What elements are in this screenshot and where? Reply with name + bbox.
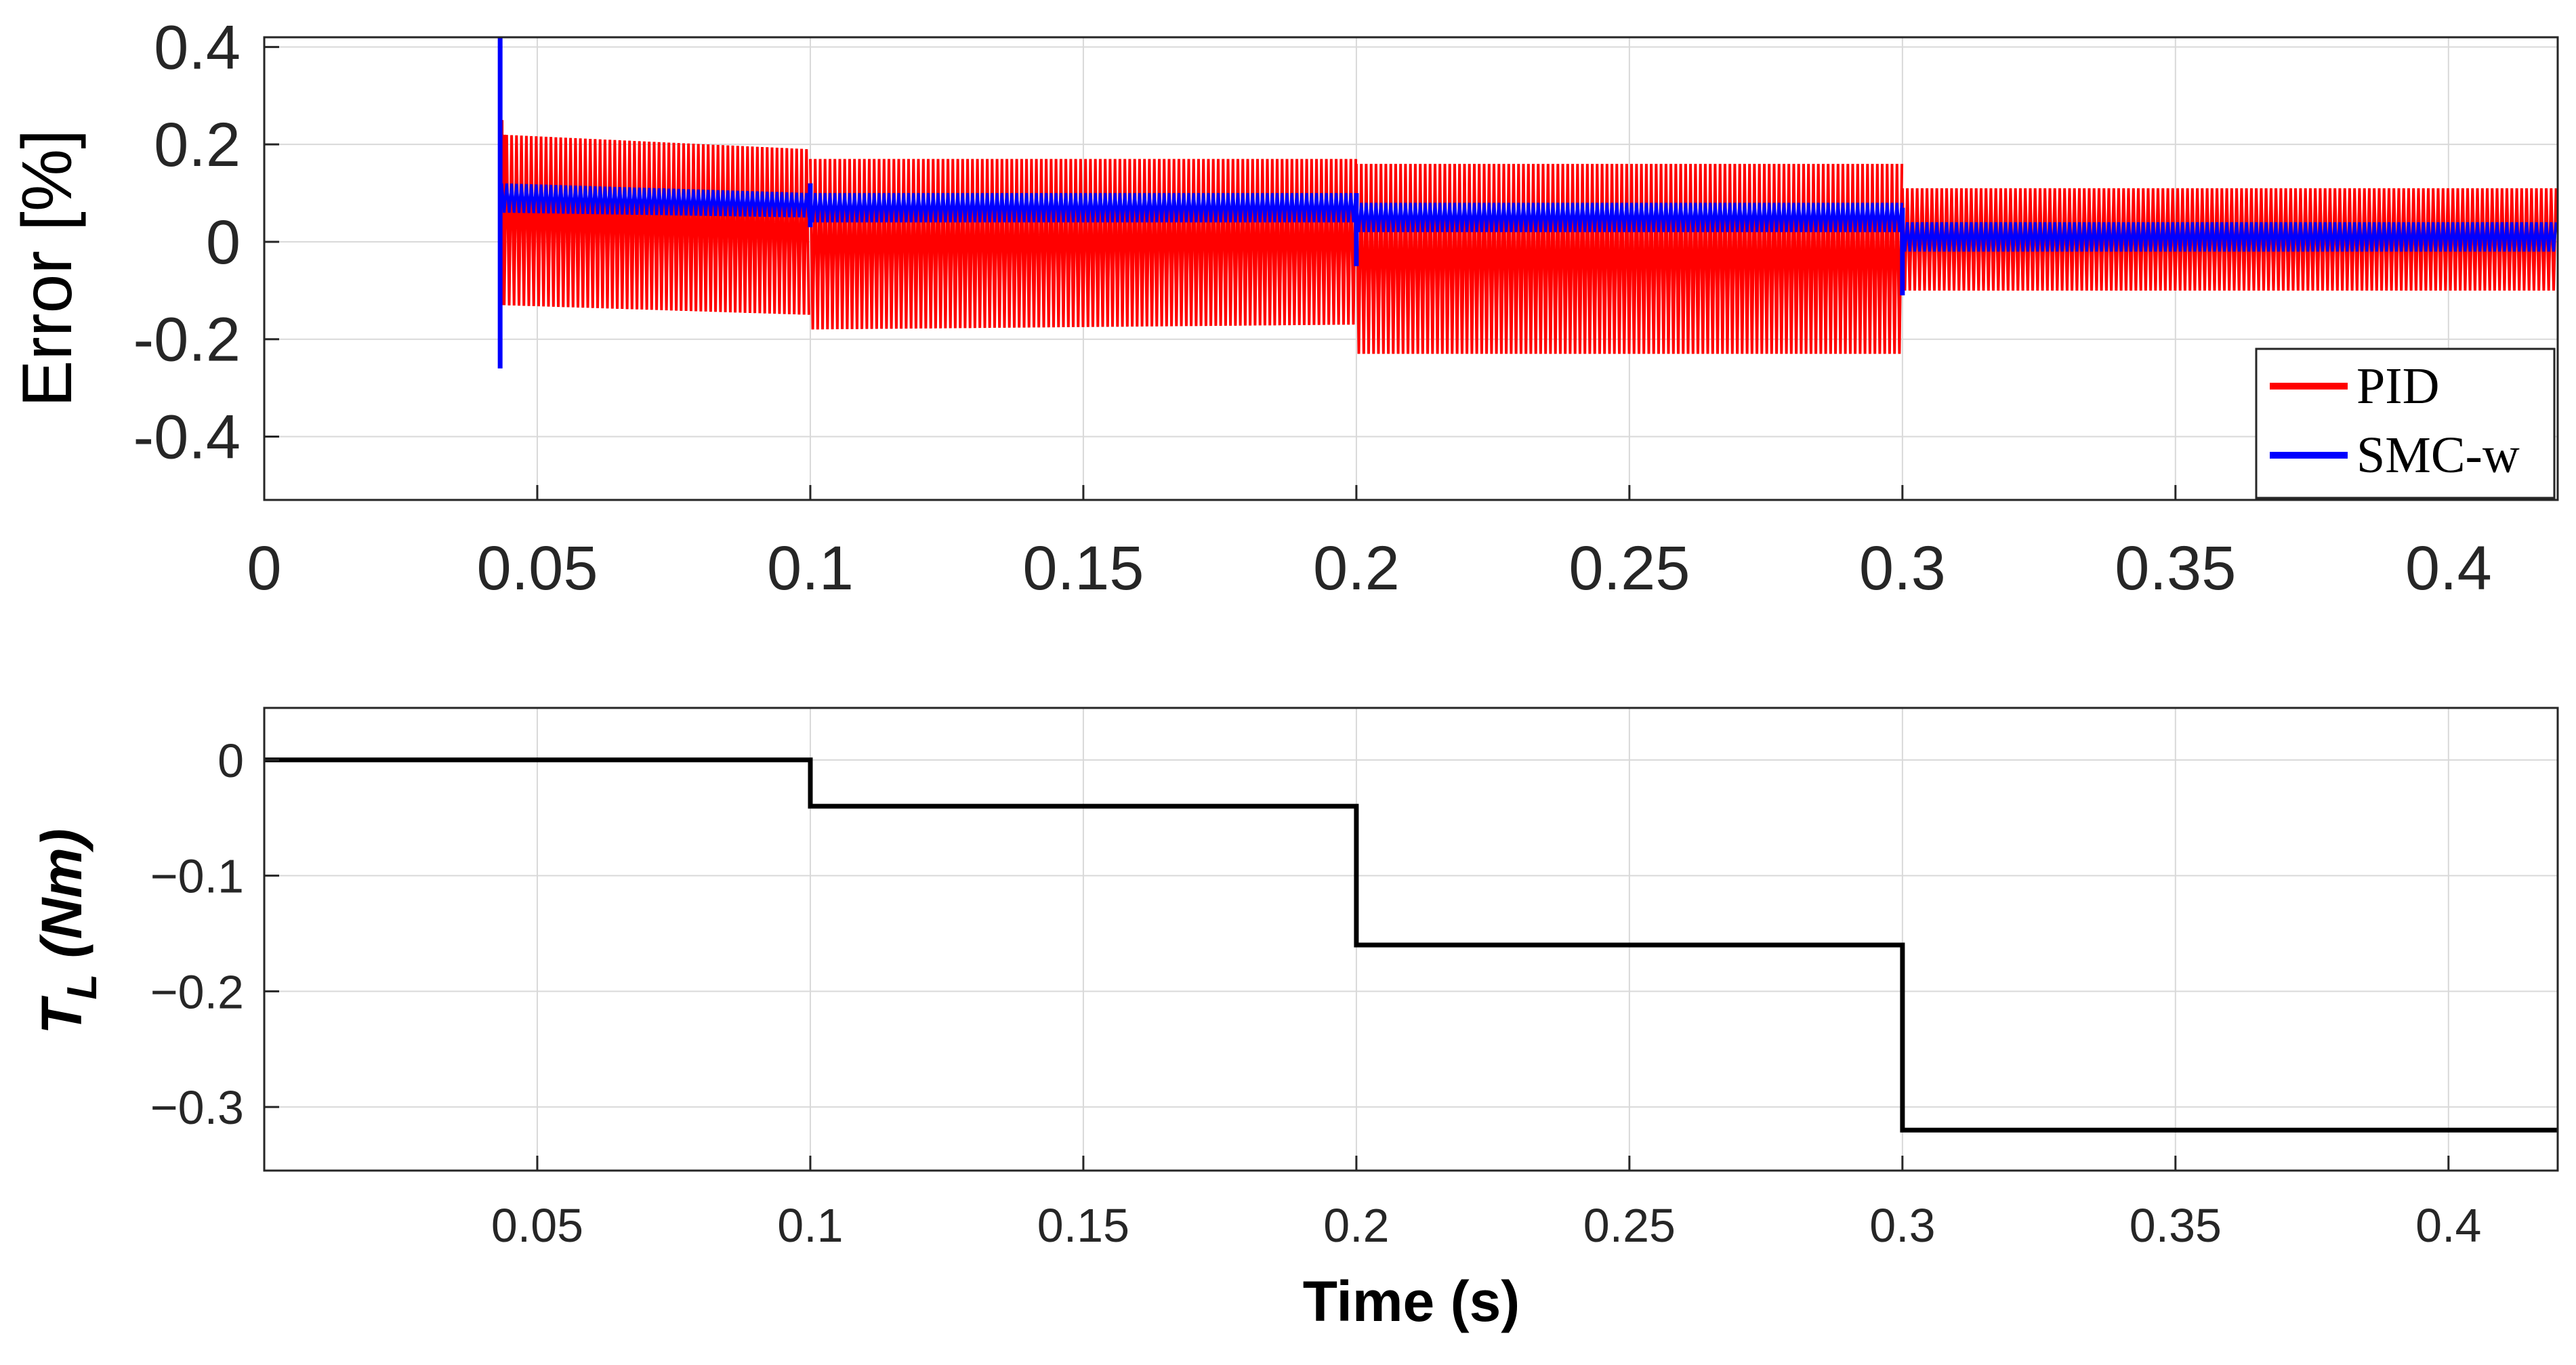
torque-line [264,757,2558,1133]
torque-series [264,757,2558,1133]
torque-plot-border [263,707,2559,1172]
torque-y-tick-label: −0.3 [150,1081,244,1134]
legend-pid-label: PID [2356,358,2439,415]
smc-w-line-segment [1900,222,2558,252]
error-y-tick-label: 0.4 [154,13,241,82]
error-plot-x-ticks: 0 0.05 0.1 0.15 0.2 0.25 0.3 0.35 0.4 [247,485,2492,603]
error-plot-border [263,36,2559,501]
error-x-tick-label: 0.4 [2405,534,2492,603]
smc-w-series [497,37,2558,369]
torque-plot-y-ticks: 0 −0.1 −0.2 −0.3 [150,734,279,1134]
torque-y-tick-label: −0.1 [150,850,244,903]
error-x-tick-label: 0.05 [476,534,598,603]
torque-x-tick-label: 0.35 [2130,1199,2222,1252]
error-plot-y-ticks: 0.4 0.2 0 -0.2 -0.4 [133,13,279,472]
error-plot: 0 0.05 0.1 0.15 0.2 0.25 0.3 0.35 0.4 0.40.20-0.… [8,13,2559,603]
torque-y-tick-label: −0.2 [150,965,244,1018]
smc-w-line-segment [1354,203,1904,232]
torque-y-axis-title: TL (Nm) [30,828,106,1034]
error-x-tick-label: 0 [247,534,281,603]
torque-x-axis-title: Time (s) [1303,1269,1520,1333]
torque-plot: 0.05 0.1 0.15 0.2 0.25 0.3 0.35 0.4 0 −0.1 −0.2 −0… [30,707,2559,1333]
error-x-tick-label: 0.35 [2115,534,2236,603]
error-x-tick-label: 0.2 [1313,534,1400,603]
pid-line-segment [809,159,1358,330]
pid-line-segment [500,134,810,315]
legend-smc-w-label: SMC-w [2356,427,2520,484]
torque-plot-area [263,707,2559,1172]
torque-x-tick-label: 0.05 [491,1199,583,1252]
error-x-tick-label: 0.1 [767,534,854,603]
error-x-tick-label: 0.3 [1859,534,1946,603]
torque-x-tick-label: 0.25 [1583,1199,1676,1252]
pid-line-segment [1354,163,1904,354]
torque-plot-x-ticks: 0.05 0.1 0.15 0.2 0.25 0.3 0.35 0.4 [491,1156,2481,1252]
legend-box [2255,348,2556,499]
torque-y-tick-label: 0 [217,734,244,787]
error-y-tick-label: -0.2 [133,306,241,375]
torque-x-tick-label: 0.1 [777,1199,843,1252]
torque-x-tick-label: 0.2 [1323,1199,1389,1252]
smc-w-line-segment [809,192,1358,223]
torque-y-axis-unit: (Nm) [30,828,94,974]
smc-w-line-segment [500,183,810,218]
error-y-tick-label: -0.4 [133,403,241,472]
torque-x-tick-label: 0.3 [1869,1199,1935,1252]
error-x-tick-label: 0.15 [1022,534,1144,603]
torque-y-axis-symbol: T [30,995,94,1034]
error-x-tick-label: 0.25 [1569,534,1690,603]
legend: PID SMC-w [2255,348,2556,499]
torque-x-tick-label: 0.4 [2415,1199,2481,1252]
error-y-axis-title: Error [%] [8,129,87,407]
torque-x-tick-label: 0.15 [1037,1199,1129,1252]
error-y-tick-label: 0.2 [154,110,241,180]
error-y-tick-label: 0 [206,208,241,277]
torque-y-axis-subscript: L [59,974,106,1000]
